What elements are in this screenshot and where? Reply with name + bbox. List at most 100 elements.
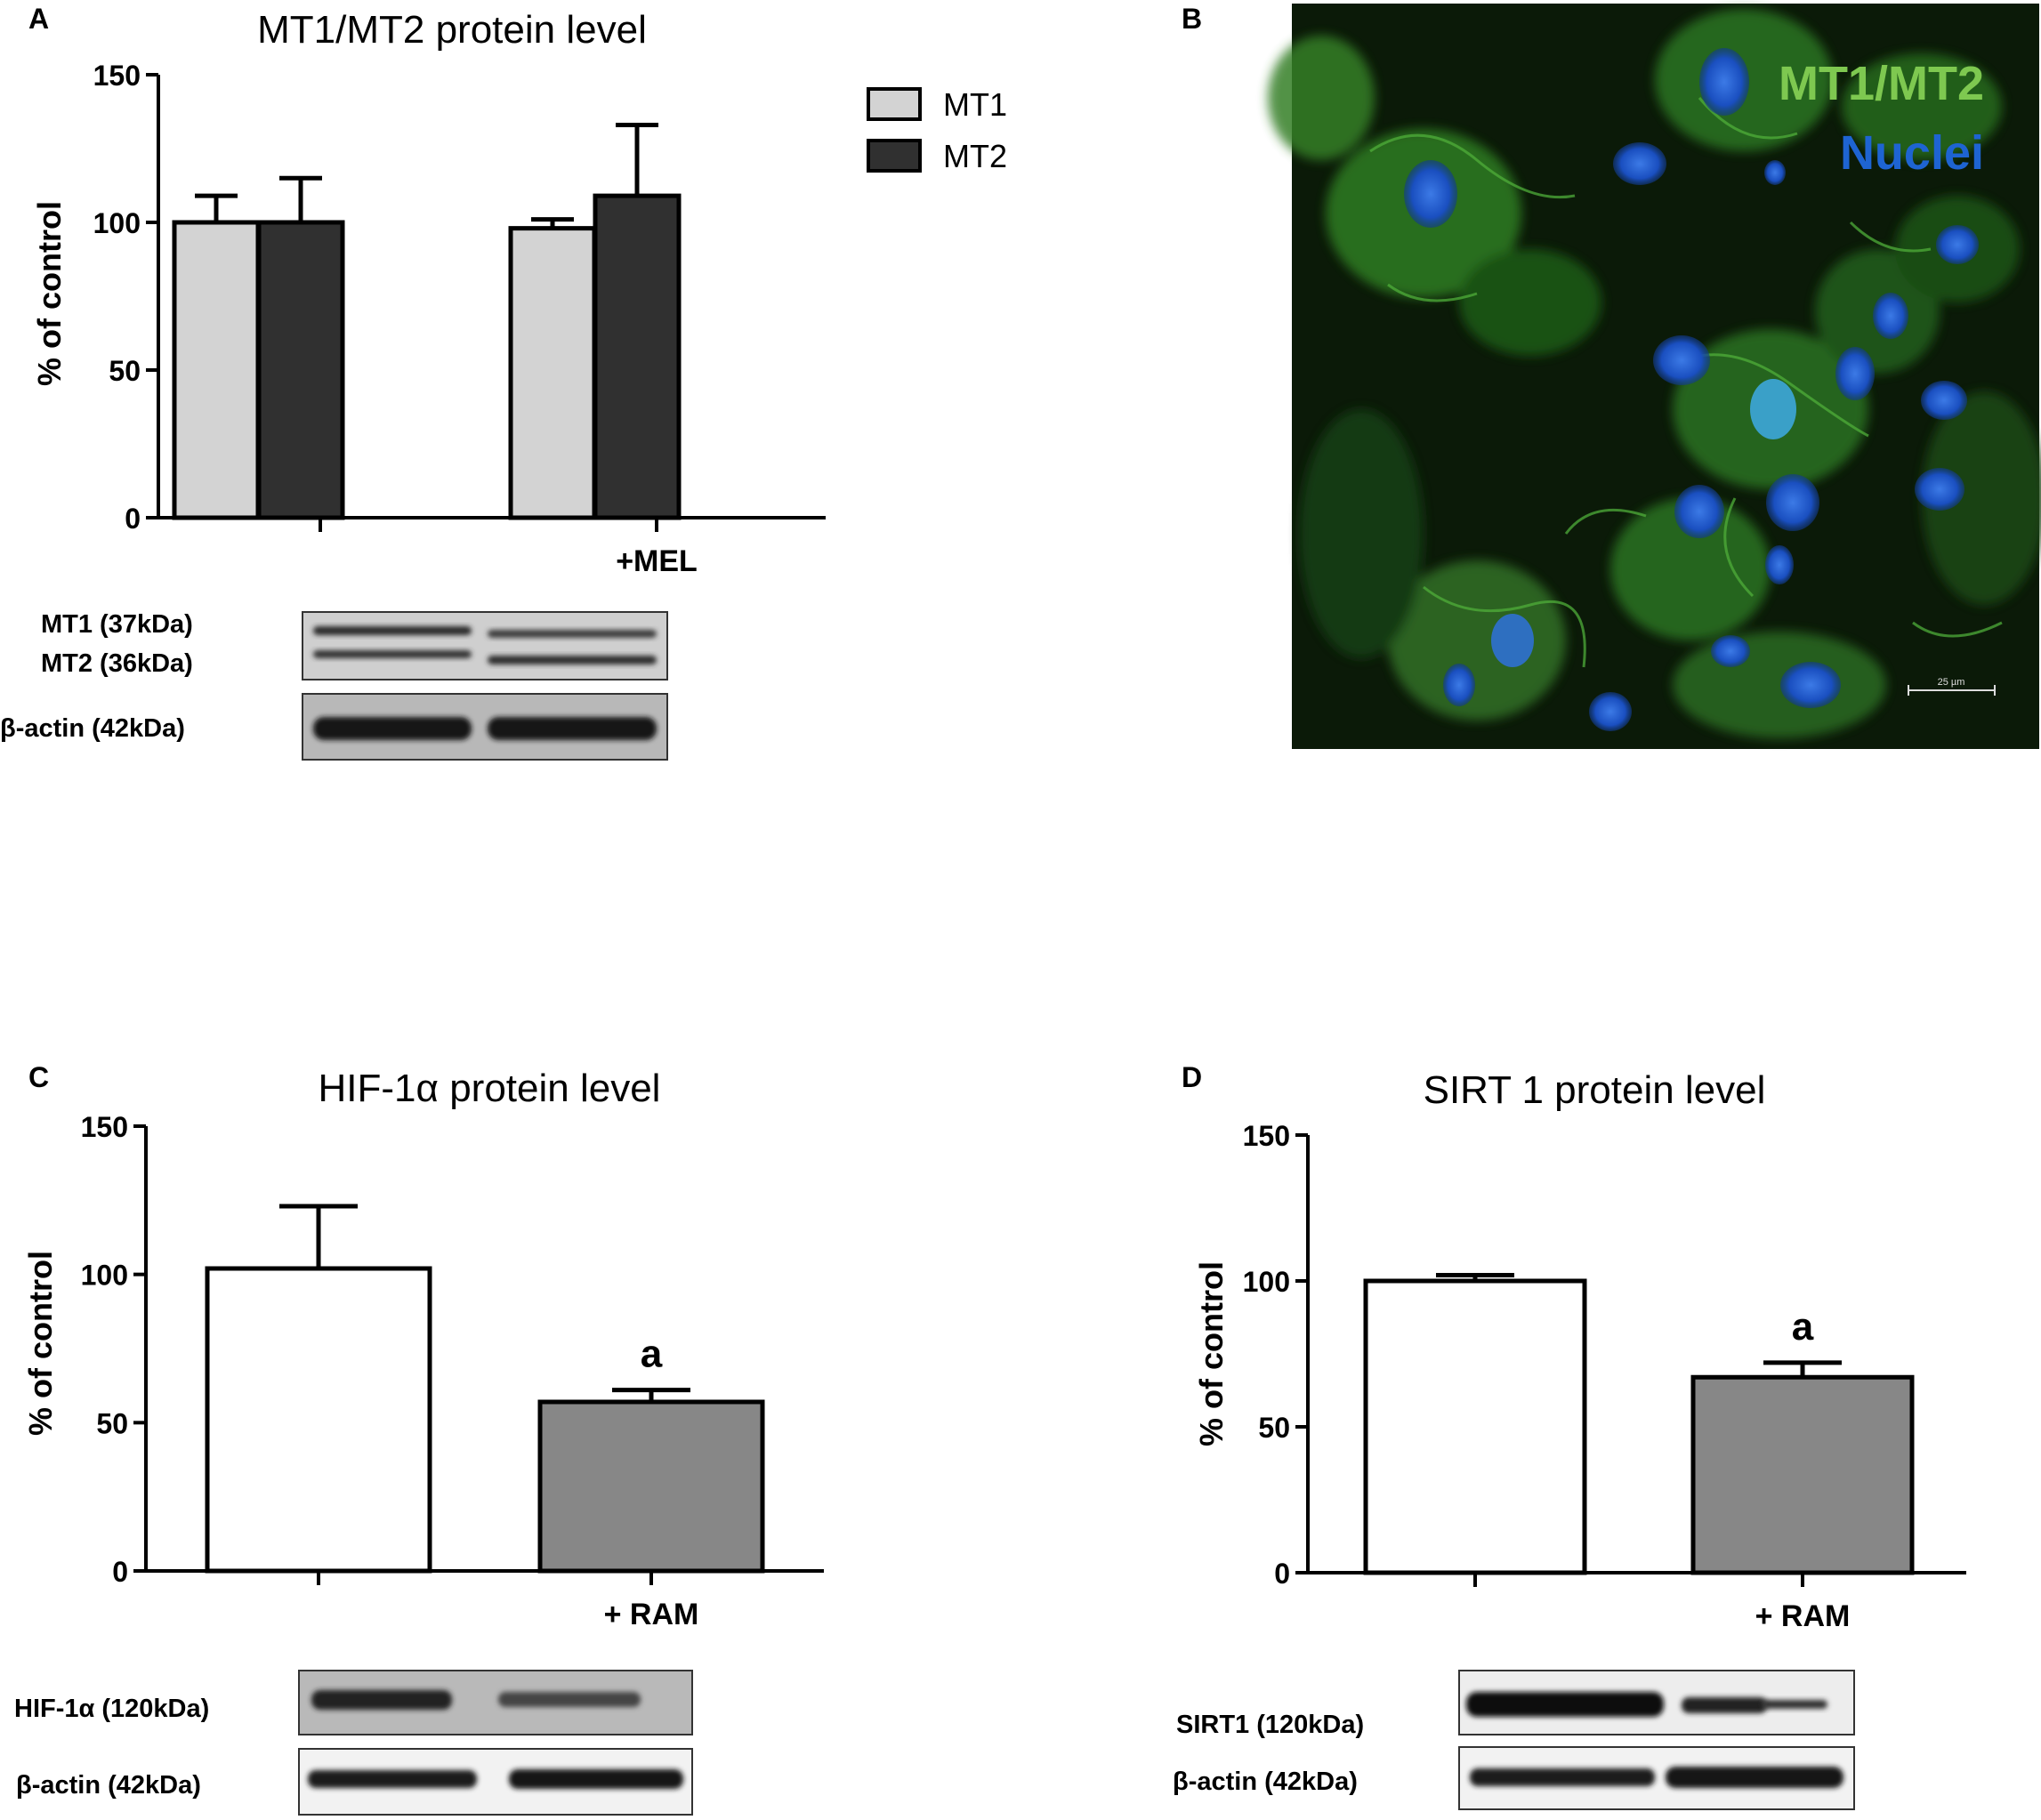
nucleus	[1765, 545, 1794, 584]
nuclei	[1404, 48, 1979, 731]
panel-letter-a: A	[28, 3, 49, 35]
nucleus	[1613, 142, 1666, 185]
fluorescence-micrograph: MT1/MT2 Nuclei 25 µm	[1268, 4, 2041, 749]
panel-letter-b: B	[1182, 3, 1202, 35]
bars-d: a	[1363, 1272, 1915, 1575]
blot-label-actin-c: β-actin (42kDa)	[16, 1771, 201, 1800]
nucleus	[1750, 379, 1796, 439]
blot-band	[313, 717, 472, 740]
legend-swatch-mt2	[867, 139, 922, 173]
blot-strip-mt	[302, 611, 668, 680]
blot-band	[488, 656, 657, 664]
blot-band	[498, 1692, 641, 1707]
blot-label-mt1: MT1 (37kDa)	[41, 610, 193, 639]
scale-bar: 25 µm	[1908, 677, 1996, 696]
blot-band	[311, 1690, 452, 1710]
blot-label-hif: HIF-1α (120kDa)	[14, 1695, 209, 1723]
blot-band	[1762, 1700, 1827, 1709]
y-tick-label-a: 150	[93, 60, 141, 92]
bar-a	[172, 220, 261, 520]
nucleus	[1921, 381, 1967, 420]
blot-band	[1666, 1767, 1843, 1788]
nucleus	[1780, 662, 1841, 708]
significance-label-d: a	[1792, 1305, 1814, 1349]
x-tick-label-c: + RAM	[604, 1598, 699, 1631]
blot-band	[313, 650, 472, 658]
nucleus	[1674, 485, 1724, 538]
nucleus	[1766, 474, 1819, 531]
panel-a: A MT1/MT2 protein level % of control 0 50…	[0, 3, 1007, 761]
panel-d: D SIRT 1 protein level % of control 0 50 1…	[1173, 1061, 1966, 1810]
bars-c: a	[205, 1204, 765, 1574]
micrograph-label-green: MT1/MT2	[1779, 57, 1984, 110]
y-axis-label-d: % of control	[1193, 1261, 1230, 1446]
blot-label-actin-a: β-actin (42kDa)	[0, 714, 185, 743]
y-tick-label-a: 100	[93, 207, 141, 239]
bar-c	[537, 1399, 765, 1574]
legend-label-mt1: MT1	[943, 86, 1007, 123]
nucleus	[1711, 635, 1750, 667]
y-tick-label-c: 150	[81, 1111, 128, 1143]
blot-band	[1466, 1692, 1664, 1717]
bar-a	[256, 220, 345, 520]
panel-letter-d: D	[1182, 1061, 1202, 1093]
nucleus	[1764, 160, 1786, 185]
x-tick-label-d: + RAM	[1755, 1599, 1851, 1633]
blot-label-sirt1: SIRT1 (120kDa)	[1176, 1711, 1364, 1739]
bar-a	[508, 226, 597, 520]
y-tick-label-d: 50	[1258, 1412, 1290, 1444]
nucleus	[1835, 347, 1875, 400]
scale-bar-label: 25 µm	[1938, 677, 1965, 688]
western-blot-d: SIRT1 (120kDa) β-actin (42kDa)	[1173, 1670, 1855, 1810]
x-tick-label-a: +MEL	[616, 544, 698, 578]
blot-band	[313, 626, 472, 635]
nucleus	[1653, 335, 1710, 385]
y-tick-label-c: 0	[112, 1556, 128, 1588]
y-axis-label-a: % of control	[31, 201, 68, 386]
y-tick-label-a: 0	[125, 503, 141, 535]
nucleus	[1589, 692, 1632, 731]
bar-d	[1363, 1278, 1587, 1575]
y-tick-label-d: 0	[1274, 1558, 1290, 1590]
bar-c	[205, 1266, 432, 1574]
panel-c: C HIF-1α protein level % of control 0 50 1…	[14, 1061, 824, 1816]
blot-band	[488, 717, 657, 740]
chart-title-c: HIF-1α protein level	[319, 1067, 661, 1110]
blot-band	[1682, 1697, 1767, 1713]
panel-b: B	[1182, 3, 2041, 749]
blot-band	[308, 1770, 477, 1788]
panel-letter-c: C	[28, 1061, 49, 1093]
legend-label-mt2: MT2	[943, 138, 1007, 174]
chart-title-a: MT1/MT2 protein level	[257, 8, 647, 52]
cytoplasm-signal	[1268, 9, 2041, 738]
nucleus	[1443, 664, 1475, 706]
nucleus	[1491, 614, 1534, 667]
bar-a	[593, 193, 682, 520]
blot-label-mt2: MT2 (36kDa)	[41, 649, 193, 678]
y-tick-label-c: 100	[81, 1260, 128, 1292]
y-tick-label-d: 150	[1243, 1120, 1290, 1152]
legend-a: MT1 MT2	[867, 86, 1007, 174]
nucleus	[1699, 48, 1749, 116]
blot-band	[1470, 1768, 1655, 1786]
nucleus	[1873, 293, 1908, 339]
bars-a	[172, 122, 682, 520]
blot-band	[509, 1769, 683, 1789]
bar-d	[1690, 1374, 1915, 1575]
y-tick-label-d: 100	[1243, 1266, 1290, 1298]
y-axis-label-c: % of control	[22, 1251, 59, 1436]
micrograph-label-blue: Nuclei	[1840, 126, 1984, 180]
blot-band	[488, 630, 657, 638]
chart-title-d: SIRT 1 protein level	[1424, 1068, 1766, 1112]
y-tick-label-a: 50	[109, 355, 141, 387]
western-blot-a: MT1 (37kDa) MT2 (36kDa) β-actin (42kDa)	[0, 610, 668, 761]
nucleus	[1404, 160, 1457, 228]
legend-swatch-mt1	[867, 87, 922, 121]
significance-label-c: a	[641, 1333, 663, 1376]
blot-label-actin-d: β-actin (42kDa)	[1173, 1768, 1358, 1796]
y-tick-label-c: 50	[96, 1407, 128, 1439]
nucleus	[1915, 468, 1964, 511]
nucleus	[1936, 225, 1979, 264]
western-blot-c: HIF-1α (120kDa) β-actin (42kDa)	[14, 1670, 693, 1816]
